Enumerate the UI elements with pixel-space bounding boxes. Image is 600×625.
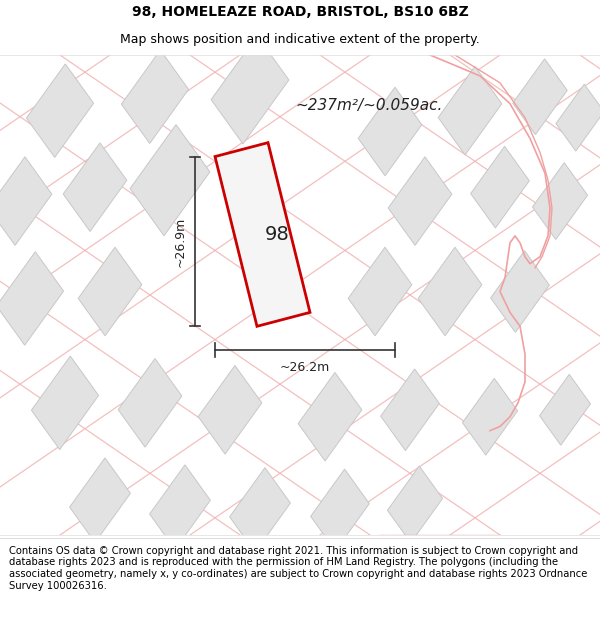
Text: Map shows position and indicative extent of the property.: Map shows position and indicative extent… [120, 33, 480, 46]
Polygon shape [438, 66, 502, 155]
Polygon shape [418, 248, 482, 336]
Polygon shape [358, 88, 422, 176]
Text: ~26.9m: ~26.9m [174, 216, 187, 266]
Polygon shape [388, 466, 443, 542]
Text: ~237m²/~0.059ac.: ~237m²/~0.059ac. [295, 98, 442, 113]
Polygon shape [70, 458, 130, 542]
Polygon shape [26, 64, 94, 158]
Text: 98, HOMELEAZE ROAD, BRISTOL, BS10 6BZ: 98, HOMELEAZE ROAD, BRISTOL, BS10 6BZ [131, 5, 469, 19]
Polygon shape [118, 359, 182, 447]
Polygon shape [348, 248, 412, 336]
Polygon shape [513, 59, 567, 134]
Polygon shape [0, 252, 64, 345]
Polygon shape [380, 369, 439, 451]
Polygon shape [556, 84, 600, 151]
Polygon shape [532, 162, 587, 239]
Text: ~26.2m: ~26.2m [280, 361, 330, 374]
Polygon shape [198, 366, 262, 454]
Polygon shape [463, 378, 518, 455]
Polygon shape [0, 157, 52, 246]
Polygon shape [311, 469, 370, 551]
Polygon shape [63, 143, 127, 231]
Polygon shape [388, 157, 452, 246]
Polygon shape [121, 50, 188, 144]
Polygon shape [211, 36, 289, 144]
Polygon shape [130, 124, 210, 236]
Polygon shape [215, 142, 310, 326]
Text: 98: 98 [265, 225, 290, 244]
Polygon shape [470, 146, 529, 228]
Polygon shape [230, 468, 290, 552]
Polygon shape [298, 372, 362, 461]
Text: Contains OS data © Crown copyright and database right 2021. This information is : Contains OS data © Crown copyright and d… [9, 546, 587, 591]
Polygon shape [491, 251, 550, 332]
Polygon shape [31, 356, 98, 449]
Polygon shape [78, 248, 142, 336]
Polygon shape [539, 374, 590, 445]
Polygon shape [149, 465, 211, 549]
